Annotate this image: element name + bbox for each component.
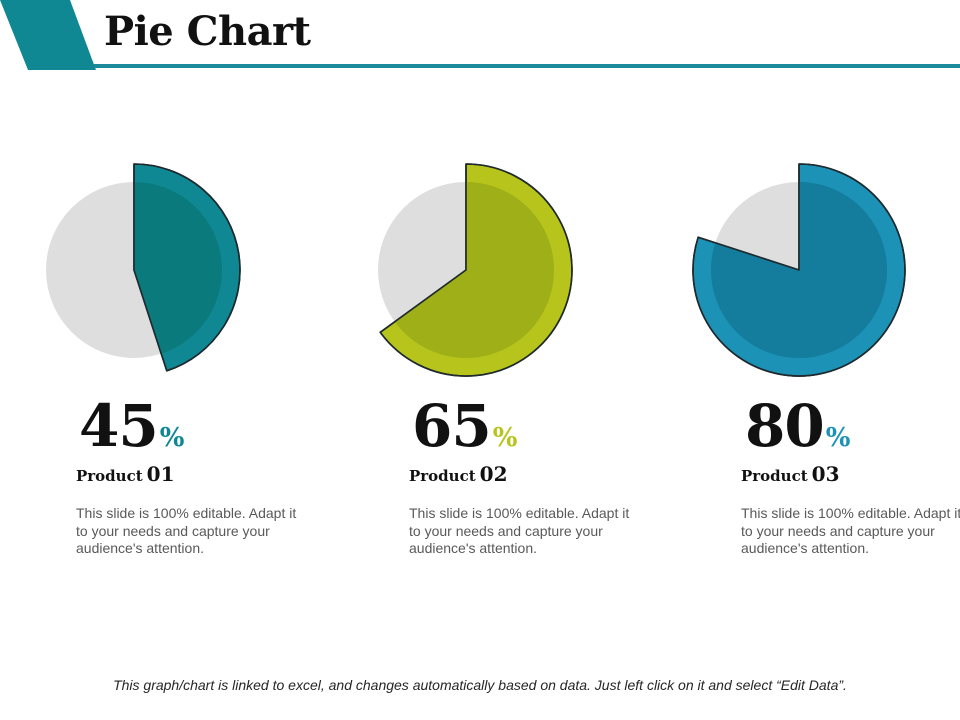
percent-symbol: % — [159, 423, 185, 453]
pie-chart-product-01[interactable] — [19, 150, 269, 390]
product-word: Product — [409, 467, 476, 485]
footnote: This graph/chart is linked to excel, and… — [113, 677, 847, 693]
product-number: 01 — [146, 462, 175, 486]
product-description-03: This slide is 100% editable. Adapt it to… — [741, 505, 960, 556]
pie-chart-product-02[interactable] — [351, 150, 601, 390]
percent-value: 80 — [745, 392, 825, 460]
product-description-01: This slide is 100% editable. Adapt it to… — [76, 505, 297, 556]
product-name-02: Product 02 — [409, 462, 508, 486]
pie-slice-outline — [133, 163, 241, 372]
header-accent-polygon — [0, 0, 96, 70]
pie-slice-inner — [134, 182, 222, 354]
product-word: Product — [741, 467, 808, 485]
pie-slice-outline — [379, 163, 573, 377]
product-description-02: This slide is 100% editable. Adapt it to… — [409, 505, 630, 556]
product-name-01: Product 01 — [76, 462, 175, 486]
percent-label-product-03: 80% — [745, 392, 850, 460]
page-title: Pie Chart — [104, 8, 311, 55]
percent-symbol: % — [825, 423, 851, 453]
header-accent-shape — [0, 0, 96, 70]
header-rule — [94, 64, 960, 68]
product-word: Product — [76, 467, 143, 485]
pie-chart-product-03[interactable] — [684, 150, 934, 390]
product-number: 03 — [811, 462, 840, 486]
percent-label-product-01: 45% — [79, 392, 184, 460]
pie-slice-outline — [692, 163, 906, 377]
percent-value: 65 — [412, 392, 492, 460]
pie-slice-inner — [394, 182, 554, 358]
percent-label-product-02: 65% — [412, 392, 517, 460]
product-name-03: Product 03 — [741, 462, 840, 486]
product-number: 02 — [479, 462, 508, 486]
percent-symbol: % — [492, 423, 518, 453]
percent-value: 45 — [79, 392, 159, 460]
